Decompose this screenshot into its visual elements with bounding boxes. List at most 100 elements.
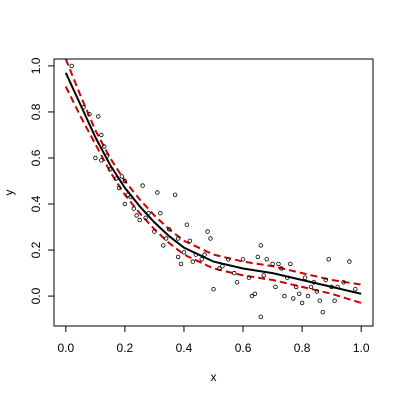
data-point xyxy=(99,158,104,163)
data-point xyxy=(347,259,352,264)
data-point xyxy=(297,291,302,296)
y-tick-label: 0.8 xyxy=(29,103,43,120)
data-point xyxy=(353,287,358,292)
data-point xyxy=(128,194,133,200)
data-point xyxy=(311,280,317,285)
data-point xyxy=(332,298,337,303)
data-point xyxy=(101,144,107,149)
data-point xyxy=(172,192,178,197)
data-point xyxy=(93,155,98,161)
x-axis: 0.0 0.2 0.4 0.6 0.8 1.0 xyxy=(57,325,370,355)
data-point xyxy=(99,132,104,138)
y-axis-title: y xyxy=(2,190,16,196)
data-point xyxy=(246,275,252,280)
fitted-line-0 xyxy=(64,72,362,295)
x-tick-label: 0.6 xyxy=(235,341,252,355)
data-point xyxy=(231,270,237,276)
data-point xyxy=(279,266,284,271)
y-tick-label: 0.2 xyxy=(29,241,43,258)
data-point xyxy=(163,236,169,241)
data-point xyxy=(217,266,222,271)
confidence-band-line-1 xyxy=(64,58,362,286)
data-point xyxy=(161,243,166,248)
data-point xyxy=(285,275,290,280)
data-point xyxy=(166,227,172,232)
data-point xyxy=(226,257,231,262)
data-point xyxy=(125,192,130,197)
data-point xyxy=(202,252,207,257)
data-point xyxy=(69,63,74,69)
data-point xyxy=(234,280,240,285)
x-tick-label: 0.0 xyxy=(57,341,74,355)
data-point xyxy=(240,257,246,262)
data-point xyxy=(175,236,181,241)
data-point xyxy=(273,284,278,290)
data-point xyxy=(282,293,287,299)
data-point xyxy=(107,167,113,172)
data-point xyxy=(294,284,299,290)
data-point xyxy=(335,284,340,290)
data-point xyxy=(264,257,269,262)
data-point xyxy=(288,261,293,267)
data-point xyxy=(205,229,210,234)
data-point xyxy=(143,215,148,220)
data-point xyxy=(320,310,325,315)
data-point xyxy=(261,273,266,278)
data-point xyxy=(249,293,255,299)
data-point xyxy=(152,229,157,234)
data-point xyxy=(199,257,204,262)
y-axis: 0.0 0.2 0.4 0.6 0.8 1.0 xyxy=(29,57,55,304)
data-point xyxy=(184,222,190,227)
data-point xyxy=(329,284,334,290)
data-point xyxy=(276,261,281,267)
data-point xyxy=(131,206,136,211)
data-point xyxy=(137,217,142,223)
y-tick-label: 0.6 xyxy=(29,149,43,166)
data-point xyxy=(258,314,263,319)
data-point xyxy=(158,210,163,216)
x-tick-label: 0.4 xyxy=(176,341,193,355)
data-point xyxy=(341,280,346,285)
x-tick-label: 0.2 xyxy=(117,341,134,355)
data-point xyxy=(314,289,320,294)
x-tick-label: 0.8 xyxy=(294,341,311,355)
data-point xyxy=(175,254,181,260)
data-point xyxy=(208,236,213,241)
data-point xyxy=(104,153,110,158)
x-tick-label: 1.0 xyxy=(353,341,370,355)
y-tick-label: 0.4 xyxy=(29,195,43,212)
data-point xyxy=(193,252,198,257)
data-point xyxy=(326,257,331,262)
fitted-curves xyxy=(64,58,362,304)
data-point xyxy=(178,261,184,267)
data-point xyxy=(190,259,195,264)
y-tick-label: 1.0 xyxy=(29,57,43,74)
data-point xyxy=(119,174,125,179)
data-point xyxy=(211,287,216,292)
data-point xyxy=(155,190,160,195)
data-point xyxy=(255,254,260,260)
data-point xyxy=(96,114,101,119)
data-point xyxy=(187,238,193,243)
data-point xyxy=(134,213,139,218)
data-point xyxy=(113,176,119,181)
data-point xyxy=(308,284,314,290)
x-axis-title: x xyxy=(211,370,217,384)
data-point xyxy=(81,105,86,110)
data-point xyxy=(140,183,145,188)
data-point xyxy=(323,277,328,283)
data-point xyxy=(258,243,263,248)
data-points xyxy=(69,63,358,319)
confidence-band-line-2 xyxy=(64,86,362,304)
data-point xyxy=(252,291,258,296)
data-point xyxy=(302,275,308,280)
data-point xyxy=(305,293,311,299)
y-tick-label: 0.0 xyxy=(29,287,43,304)
data-point xyxy=(220,264,225,269)
data-point xyxy=(122,201,128,207)
data-point xyxy=(87,111,92,117)
data-point xyxy=(299,300,305,306)
data-point xyxy=(181,250,187,255)
